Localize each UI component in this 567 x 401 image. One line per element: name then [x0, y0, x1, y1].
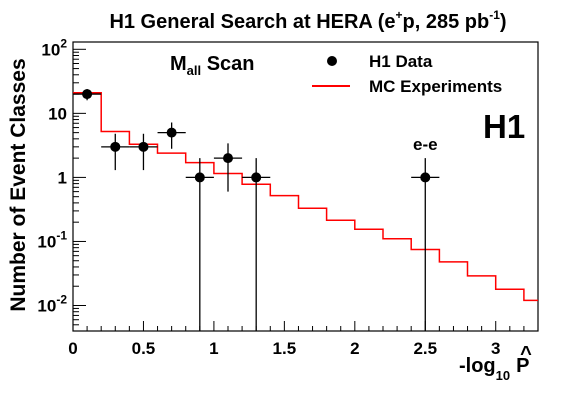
data-point — [82, 89, 93, 100]
y-tick-exponent: -1 — [56, 228, 67, 242]
x-axis-label-hat: ^ — [520, 343, 532, 365]
x-tick-label: 0.5 — [132, 339, 156, 358]
mc-histogram — [73, 91, 538, 302]
data-point — [166, 127, 177, 138]
legend-dot-marker — [327, 56, 337, 66]
chart-title: H1 General Search at HERA (e+p, 285 pb-1… — [109, 8, 506, 33]
data-point — [420, 172, 431, 183]
y-tick-label: 10-1 — [37, 228, 67, 251]
scan-label-post: Scan — [201, 53, 254, 75]
plot-frame — [72, 41, 539, 332]
y-tick-base: 10 — [48, 104, 67, 123]
mc-step-line — [73, 91, 538, 302]
scan-label: Mall Scan — [170, 53, 255, 78]
x-tick-label: 2.5 — [413, 339, 437, 358]
x-tick-label: 3 — [491, 339, 500, 358]
h1-logo: H1 — [483, 108, 525, 145]
chart-title-main: H1 General Search at HERA (e — [109, 11, 395, 33]
legend: H1 Data MC Experiments — [312, 52, 502, 96]
chart-title-mid: p, 285 pb — [403, 11, 490, 33]
data-point — [138, 141, 149, 152]
scan-label-sub: all — [187, 63, 201, 78]
x-axis-label: -log10 P — [459, 355, 529, 383]
data-point — [194, 172, 205, 183]
annotation-e-e: e-e — [413, 135, 438, 154]
data-point — [223, 153, 233, 164]
data-point — [251, 172, 262, 183]
y-tick-label: 102 — [41, 36, 67, 59]
y-tick-base: 10 — [41, 40, 60, 59]
chart-title-sup1: + — [395, 8, 402, 22]
y-tick-exponent: -2 — [56, 293, 67, 307]
scan-label-main: M — [170, 53, 187, 75]
y-tick-base: 10 — [37, 297, 56, 316]
data-points — [73, 88, 440, 331]
x-axis-label-sub: 10 — [496, 368, 510, 383]
x-axis-label-post: P — [516, 355, 529, 377]
x-axis-label-pre: -log — [459, 355, 496, 377]
y-tick-exponent: 2 — [60, 36, 67, 50]
x-tick-label: 2 — [350, 339, 359, 358]
legend-label-data: H1 Data — [369, 52, 433, 71]
y-tick-base: 1 — [58, 168, 67, 187]
y-tick-label: 1 — [58, 168, 67, 187]
legend-label-mc: MC Experiments — [369, 77, 502, 96]
x-tick-label: 1 — [209, 339, 218, 358]
y-tick-label: 10 — [48, 104, 67, 123]
x-tick-label: 0 — [68, 339, 77, 358]
y-axis-label: Number of Event Classes — [7, 58, 30, 311]
data-point — [110, 141, 121, 152]
chart-title-sup2: -1 — [489, 8, 500, 22]
y-tick-label: 10-2 — [37, 293, 67, 316]
chart-title-end: ) — [500, 11, 507, 33]
y-tick-base: 10 — [37, 232, 56, 251]
x-tick-label: 1.5 — [273, 339, 297, 358]
